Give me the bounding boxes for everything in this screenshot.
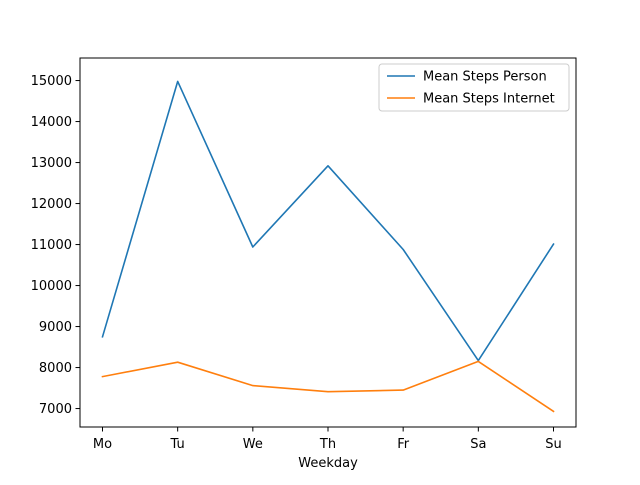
legend-label-2: Mean Steps Internet (423, 92, 555, 107)
y-tick-label: 7000 (39, 402, 72, 417)
y-tick-label: 14000 (31, 115, 72, 130)
x-tick-label: Sa (470, 437, 486, 452)
legend-box (378, 63, 570, 112)
series-line-1 (101, 80, 555, 362)
series-line-2 (101, 360, 555, 413)
x-tick-label: Fr (397, 437, 410, 452)
x-tick-label: Tu (170, 437, 185, 452)
y-tick-label: 12000 (31, 197, 72, 212)
x-tick-label: We (243, 437, 263, 452)
y-tick-label: 9000 (39, 320, 72, 335)
y-tick-label: 11000 (31, 238, 72, 253)
x-tick-label: Su (545, 437, 562, 452)
legend: Mean Steps Person Mean Steps Internet (378, 63, 570, 112)
x-axis-label: Weekday (298, 456, 358, 471)
plot-frame (79, 57, 577, 428)
legend-label-1: Mean Steps Person (423, 70, 547, 85)
y-tick-label: 15000 (31, 74, 72, 89)
x-tick-label: Mo (93, 437, 112, 452)
x-axis: Mo Tu We Th Fr Sa Su (93, 427, 562, 452)
y-tick-label: 13000 (31, 156, 72, 171)
y-tick-label: 10000 (31, 279, 72, 294)
y-tick-label: 8000 (39, 361, 72, 376)
x-tick-label: Th (319, 437, 336, 452)
series-layer (101, 80, 555, 413)
y-axis: 7000 8000 9000 10000 11000 12000 13000 14000 150… (31, 74, 80, 417)
